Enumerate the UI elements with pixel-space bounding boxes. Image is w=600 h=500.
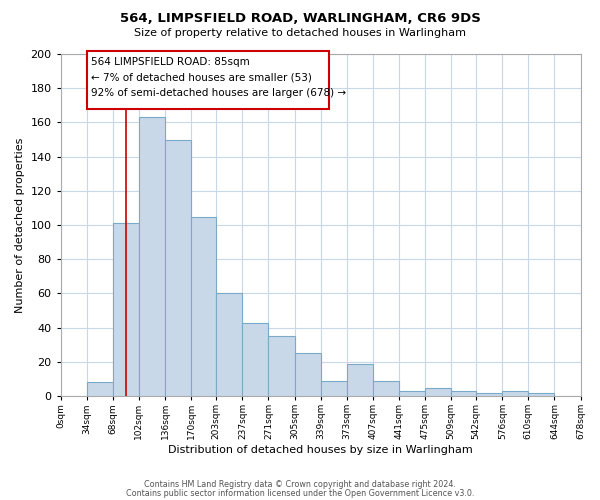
Bar	[451, 391, 476, 396]
Bar	[295, 354, 320, 396]
Text: Contains HM Land Registry data © Crown copyright and database right 2024.: Contains HM Land Registry data © Crown c…	[144, 480, 456, 489]
Bar	[217, 294, 242, 396]
Bar	[191, 216, 217, 396]
Bar	[399, 391, 425, 396]
Text: 564, LIMPSFIELD ROAD, WARLINGHAM, CR6 9DS: 564, LIMPSFIELD ROAD, WARLINGHAM, CR6 9D…	[119, 12, 481, 26]
Text: Contains public sector information licensed under the Open Government Licence v3: Contains public sector information licen…	[126, 488, 474, 498]
Text: Size of property relative to detached houses in Warlingham: Size of property relative to detached ho…	[134, 28, 466, 38]
X-axis label: Distribution of detached houses by size in Warlingham: Distribution of detached houses by size …	[168, 445, 473, 455]
Bar	[113, 224, 139, 396]
Bar	[529, 392, 554, 396]
Bar	[347, 364, 373, 396]
Bar	[165, 140, 191, 396]
Bar	[502, 391, 529, 396]
Bar	[87, 382, 113, 396]
Bar	[87, 50, 329, 108]
Bar	[320, 380, 347, 396]
Bar	[139, 118, 165, 396]
Text: 564 LIMPSFIELD ROAD: 85sqm: 564 LIMPSFIELD ROAD: 85sqm	[91, 58, 250, 68]
Bar	[476, 392, 502, 396]
Bar	[425, 388, 451, 396]
Bar	[242, 322, 268, 396]
Text: 92% of semi-detached houses are larger (678) →: 92% of semi-detached houses are larger (…	[91, 88, 346, 98]
Text: ← 7% of detached houses are smaller (53): ← 7% of detached houses are smaller (53)	[91, 73, 311, 83]
Bar	[373, 380, 399, 396]
Y-axis label: Number of detached properties: Number of detached properties	[15, 138, 25, 313]
Bar	[268, 336, 295, 396]
